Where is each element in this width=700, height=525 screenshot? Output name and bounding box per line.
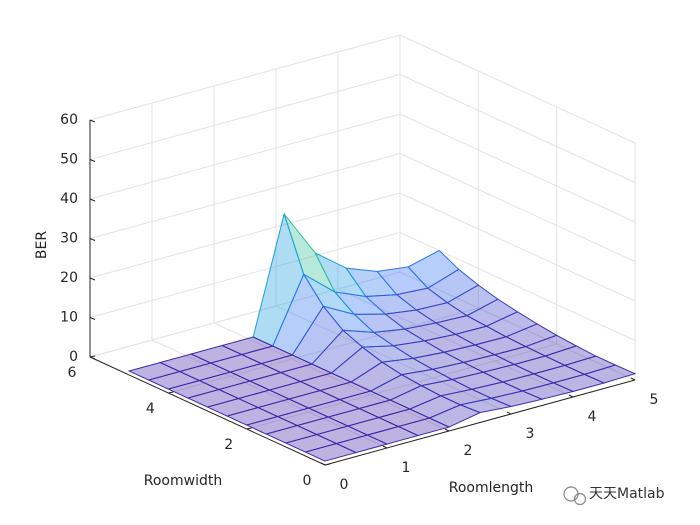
grid-line <box>89 192 401 279</box>
grid-line <box>399 74 636 183</box>
z-tick <box>89 317 96 320</box>
x-axis-line <box>324 379 636 466</box>
grid-line <box>246 343 557 430</box>
x-tick-label: 4 <box>588 409 597 425</box>
z-tick <box>89 119 96 123</box>
z-tick-label: 20 <box>60 270 78 286</box>
x-tick-label: 0 <box>340 477 349 493</box>
x-tick-label: 2 <box>464 443 473 459</box>
y-axis-line <box>89 356 326 466</box>
y-tick-label: 2 <box>224 437 233 453</box>
grid-line <box>89 113 401 200</box>
z-tick-label: 40 <box>60 191 78 207</box>
y-tick-label: 6 <box>68 365 77 381</box>
z-tick-label: 30 <box>60 231 78 247</box>
watermark: 天天Matlab <box>589 486 665 502</box>
y-tick <box>168 391 174 394</box>
x-tick <box>382 445 388 449</box>
y-axis-label: Roomwidth <box>144 473 222 489</box>
z-tick-label: 0 <box>69 349 78 365</box>
grid-line <box>275 305 512 415</box>
z-axis-label: BER <box>34 231 50 259</box>
grid-line <box>213 322 450 432</box>
grid-line <box>399 271 636 381</box>
y-tick-label: 0 <box>303 473 312 489</box>
grid-line <box>89 34 401 121</box>
grid-line <box>399 34 636 144</box>
grid-line <box>89 232 401 318</box>
z-tick <box>89 277 96 281</box>
z-tick <box>89 159 96 162</box>
x-tick-label: 5 <box>650 392 659 408</box>
mesh-cell <box>303 443 358 462</box>
grid-line <box>89 74 401 160</box>
z-tick-label: 10 <box>60 310 78 326</box>
grid-line <box>399 153 636 262</box>
x-tick <box>506 411 512 415</box>
x-tick-label: 1 <box>402 460 411 476</box>
y-tick <box>246 427 252 430</box>
grid-line <box>399 113 636 223</box>
grid-line <box>151 339 388 449</box>
z-tick <box>89 356 96 360</box>
x-tick <box>444 428 450 432</box>
grid-line <box>399 192 636 302</box>
x-tick <box>320 462 326 466</box>
x-tick <box>630 377 636 381</box>
y-tick <box>324 463 331 466</box>
x-tick <box>568 394 574 398</box>
grid-line <box>89 153 401 239</box>
mesh <box>127 212 637 462</box>
x-axis-label: Roomlength <box>449 480 534 496</box>
grid-line <box>89 271 401 358</box>
z-tick-label: 60 <box>60 112 78 128</box>
z-tick <box>89 198 96 202</box>
watermark-icon <box>563 486 587 506</box>
y-tick-label: 4 <box>146 401 155 417</box>
grid-line <box>168 307 479 394</box>
z-tick-label: 50 <box>60 152 78 168</box>
x-tick-label: 3 <box>526 426 535 442</box>
z-tick <box>89 238 96 241</box>
